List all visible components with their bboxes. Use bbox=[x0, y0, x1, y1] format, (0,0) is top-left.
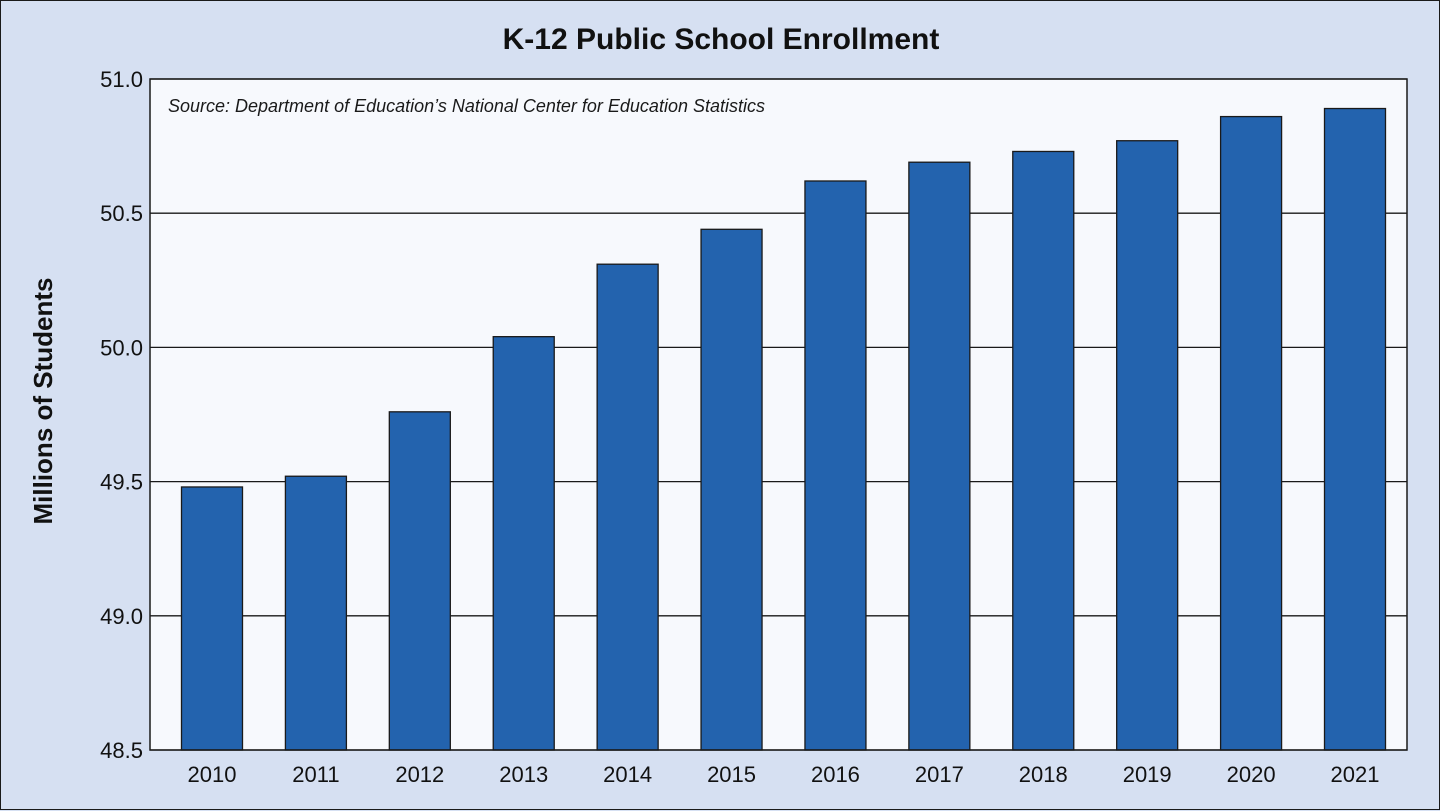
bar-2015 bbox=[700, 228, 763, 751]
y-axis-label: Millions of Students bbox=[28, 278, 58, 525]
bar-2020 bbox=[1219, 115, 1283, 751]
source-note: Source: Department of Education’s Nation… bbox=[168, 96, 765, 116]
bars bbox=[180, 107, 1387, 751]
x-axis-ticks: 2010 2011 2012 2013 2014 2015 2016 2017 2018 2019… bbox=[188, 762, 1380, 787]
bar-2012 bbox=[388, 411, 451, 751]
bar-2013 bbox=[492, 336, 555, 751]
y-tick-label: 49.0 bbox=[100, 604, 143, 629]
x-tick-label: 2018 bbox=[1019, 762, 1068, 787]
x-tick-label: 2020 bbox=[1227, 762, 1276, 787]
plot-border bbox=[149, 78, 1408, 751]
x-tick-label: 2019 bbox=[1123, 762, 1172, 787]
x-tick-label: 2014 bbox=[603, 762, 652, 787]
y-tick-label: 48.5 bbox=[100, 738, 143, 763]
bar-2018 bbox=[1012, 150, 1075, 751]
y-tick-label: 49.5 bbox=[100, 470, 143, 495]
chart-title: K-12 Public School Enrollment bbox=[503, 23, 940, 56]
y-tick-label: 50.5 bbox=[100, 201, 143, 226]
x-tick-label: 2011 bbox=[292, 762, 339, 787]
y-tick-label: 51.0 bbox=[100, 67, 143, 92]
y-axis-ticks: 48.5 49.0 49.5 50.0 50.5 51.0 bbox=[100, 67, 143, 763]
x-tick-label: 2015 bbox=[707, 762, 756, 787]
bar-2017 bbox=[908, 161, 971, 751]
bar-2011 bbox=[284, 475, 348, 751]
bar-2016 bbox=[804, 180, 867, 751]
bar-2021 bbox=[1323, 107, 1387, 751]
x-tick-label: 2012 bbox=[395, 762, 444, 787]
y-tick-label: 50.0 bbox=[100, 335, 143, 360]
bar-2010 bbox=[180, 486, 244, 751]
x-tick-label: 2013 bbox=[499, 762, 548, 787]
bar-2019 bbox=[1116, 140, 1179, 751]
bar-2014 bbox=[596, 263, 659, 751]
x-tick-label: 2017 bbox=[915, 762, 964, 787]
x-tick-label: 2021 bbox=[1331, 762, 1380, 787]
x-tick-label: 2016 bbox=[811, 762, 860, 787]
plot-area bbox=[150, 79, 1407, 750]
x-tick-label: 2010 bbox=[188, 762, 237, 787]
